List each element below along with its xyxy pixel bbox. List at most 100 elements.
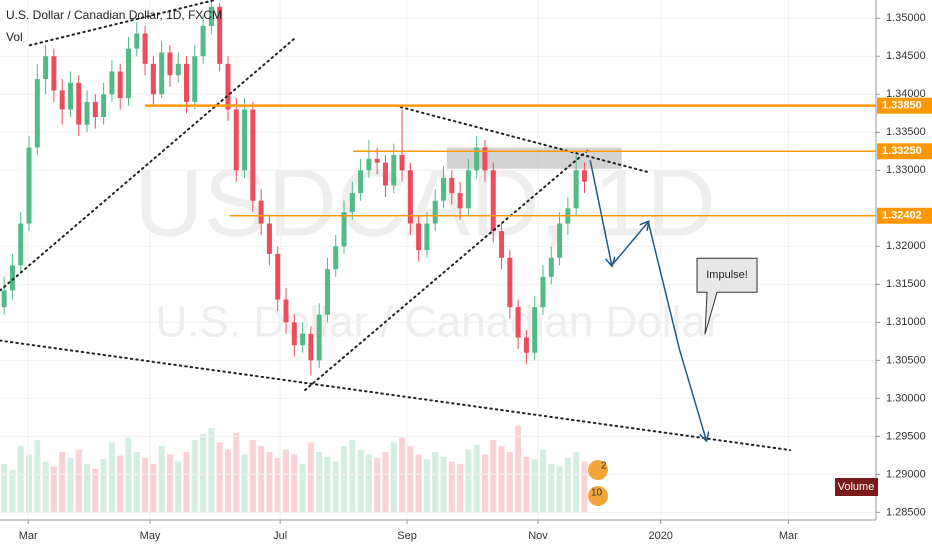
candle-body (59, 90, 65, 110)
grid-layer (0, 0, 876, 520)
volume-bar (249, 440, 256, 512)
candle-body (308, 333, 314, 361)
plot-layer: Impulse! (0, 0, 876, 452)
trendline (28, 0, 216, 47)
y-tick-label: 1.34500 (886, 50, 926, 62)
volume-bar (490, 440, 497, 512)
candle-body (76, 82, 82, 125)
y-tick-label: 1.29000 (886, 468, 926, 480)
volume-bar (390, 442, 397, 512)
volume-bar (465, 449, 472, 512)
candle-body (84, 101, 90, 125)
candle-body (275, 253, 281, 300)
candle-body (316, 314, 322, 361)
volume-bar (100, 459, 107, 512)
candle-body (449, 177, 455, 194)
volume-bar (332, 461, 339, 512)
chart-title: U.S. Dollar / Canadian Dollar, 1D, FXCM (6, 8, 222, 22)
event-label: 2 (601, 461, 607, 472)
trendline (0, 339, 792, 452)
candle-body (407, 170, 413, 224)
candle-body (399, 155, 405, 171)
candle-body (208, 6, 214, 26)
candle-body (217, 6, 223, 64)
candle-body (391, 155, 397, 186)
candle-body (465, 170, 471, 209)
candle-body (34, 79, 40, 148)
volume-bar (324, 456, 331, 512)
candle-body (358, 170, 364, 194)
candle-body (67, 82, 73, 110)
projection-arrow (647, 221, 681, 351)
candle-body (167, 52, 173, 76)
volume-bar (26, 454, 33, 512)
volume-bar (341, 446, 348, 512)
projection-arrow (589, 160, 612, 265)
candle-body (490, 170, 496, 232)
volume-bar (117, 455, 124, 512)
candle-body (9, 265, 15, 291)
callout (696, 257, 758, 335)
volume-bar (382, 452, 389, 512)
volume-bar (166, 454, 173, 512)
event-icon[interactable] (588, 460, 608, 480)
candle-body (233, 109, 239, 171)
y-tick-label: 1.34000 (886, 88, 926, 100)
candle-body (250, 109, 256, 201)
volume-bar (581, 461, 588, 512)
candle-body (142, 33, 148, 64)
volume-bar (506, 452, 513, 512)
candle-body (523, 337, 529, 353)
volume-bar (423, 459, 430, 512)
volume-bar (34, 440, 41, 512)
candle-body (43, 56, 49, 80)
volume-bar (258, 446, 265, 512)
volume-bar (9, 470, 16, 512)
volume-bar (539, 449, 546, 512)
candle-body (291, 322, 297, 346)
volume-bar (473, 444, 480, 512)
candle-body (349, 193, 355, 213)
volume-bar (365, 454, 372, 512)
level-label-box (877, 97, 932, 114)
candle-body (424, 223, 430, 251)
candle-body (200, 25, 206, 57)
volume-bar (133, 452, 140, 512)
x-tick-label: Mar (19, 530, 38, 542)
y-tick-label: 1.33000 (886, 164, 926, 176)
volume-bar (142, 458, 149, 512)
y-tick-label: 1.30000 (886, 392, 926, 404)
candle-body (482, 147, 488, 171)
volume-bar (158, 446, 165, 512)
candle-body (532, 307, 538, 353)
volume-bar (407, 446, 414, 512)
candle-body (374, 158, 380, 163)
candle-body (432, 200, 438, 224)
candle-body (540, 276, 546, 308)
volume-bar (92, 468, 99, 512)
volume-bar (556, 466, 563, 512)
volume-bar (307, 442, 314, 512)
volume-bar (1, 464, 8, 512)
volume-bar (573, 452, 580, 512)
x-tick-label: 2020 (648, 530, 672, 542)
candle-body (573, 170, 579, 209)
volume-bar (67, 458, 74, 512)
event-icon[interactable] (588, 486, 608, 506)
candle-body (117, 71, 123, 99)
trendline (0, 37, 297, 292)
y-tick-label: 1.28500 (886, 506, 926, 518)
axis-layer: 1.28500 1.29000 1.29500 1.30000 1.30500 1.310… (19, 12, 932, 542)
candle-body (441, 177, 447, 201)
volume-bar (457, 464, 464, 512)
candle-body (515, 307, 521, 338)
candle-body (581, 170, 587, 182)
volume-bar (481, 454, 488, 512)
y-tick-label: 1.33500 (886, 126, 926, 138)
volume-bar (175, 461, 182, 512)
volume-layer (1, 425, 588, 512)
candle-body (150, 63, 156, 95)
candle-body (242, 109, 248, 171)
y-tick-label: 1.31000 (886, 316, 926, 328)
level-label: 1.32402 (882, 210, 922, 222)
